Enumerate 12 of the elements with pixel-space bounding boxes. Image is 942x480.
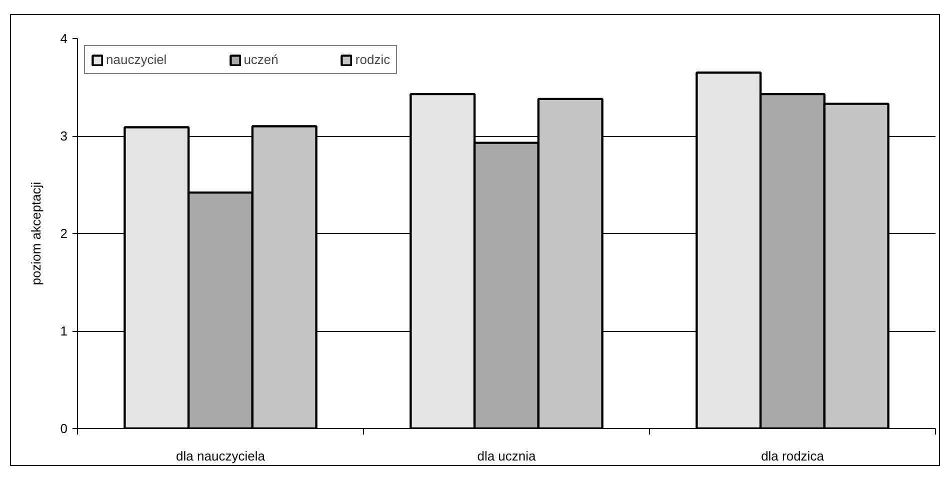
x-tick-label: dla ucznia xyxy=(477,448,537,464)
legend-label: nauczyciel xyxy=(106,52,167,67)
legend-label: uczeń xyxy=(244,52,278,67)
x-tick-label: dla rodzica xyxy=(761,448,825,464)
y-tick-label: 4 xyxy=(60,31,68,46)
y-tick-label: 1 xyxy=(60,324,68,338)
legend-label: rodzic xyxy=(355,52,390,67)
y-tick-label: 2 xyxy=(60,226,68,241)
y-tick-label: 0 xyxy=(60,421,68,436)
x-tick-label: dla nauczyciela xyxy=(176,448,266,464)
y-tick-label: 3 xyxy=(60,128,68,144)
y-axis-title: poziom akceptacji xyxy=(28,182,44,286)
